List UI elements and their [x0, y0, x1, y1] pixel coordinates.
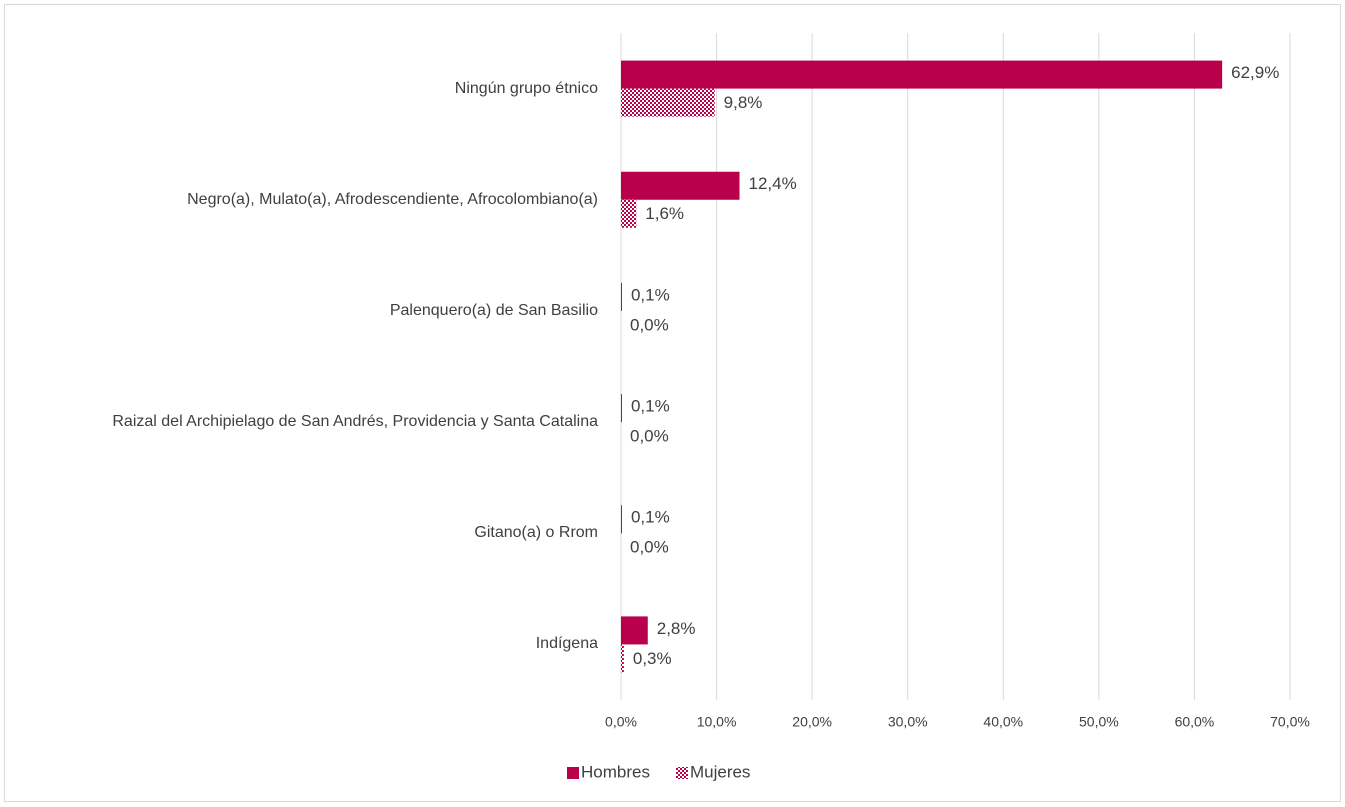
bar [621, 505, 622, 534]
legend-swatch [567, 767, 579, 779]
legend-swatch [675, 767, 688, 779]
bar [621, 199, 637, 228]
bar [621, 644, 624, 673]
value-label: 12,4% [749, 174, 797, 193]
value-label: 0,1% [631, 397, 670, 416]
category-label: Gitano(a) o Rrom [474, 524, 598, 542]
value-label: 2,8% [657, 619, 696, 638]
value-label: 0,0% [630, 315, 669, 334]
x-tick-label: 20,0% [792, 714, 832, 730]
value-label: 0,1% [631, 508, 670, 527]
value-label: 1,6% [645, 204, 684, 223]
chart-border [4, 4, 1341, 802]
bar [621, 60, 1223, 89]
value-label: 0,0% [630, 427, 669, 446]
bar [621, 616, 648, 645]
value-label: 0,0% [630, 538, 669, 557]
x-tick-label: 30,0% [888, 714, 928, 730]
legend-label: Mujeres [690, 762, 750, 781]
x-tick-label: 40,0% [983, 714, 1023, 730]
category-label: Ningún grupo étnico [454, 79, 598, 97]
legend-label: Hombres [581, 762, 650, 781]
x-tick-label: 50,0% [1079, 714, 1119, 730]
bar [621, 88, 715, 117]
value-label: 0,1% [631, 285, 670, 304]
bar [621, 282, 622, 311]
x-tick-label: 60,0% [1175, 714, 1215, 730]
x-tick-label: 70,0% [1270, 714, 1310, 730]
value-label: 9,8% [724, 93, 763, 112]
x-tick-label: 0,0% [605, 714, 637, 730]
category-label: Palenquero(a) de San Basilio [389, 301, 598, 319]
category-label: Negro(a), Mulato(a), Afrodescendiente, A… [187, 190, 598, 208]
x-tick-label: 10,0% [697, 714, 737, 730]
category-label: Raizal del Archipielago de San Andrés, P… [112, 413, 598, 431]
value-label: 62,9% [1231, 63, 1279, 82]
category-label: Indígena [535, 635, 598, 653]
value-label: 0,3% [633, 649, 672, 668]
bar [621, 394, 622, 423]
bar [621, 171, 740, 200]
